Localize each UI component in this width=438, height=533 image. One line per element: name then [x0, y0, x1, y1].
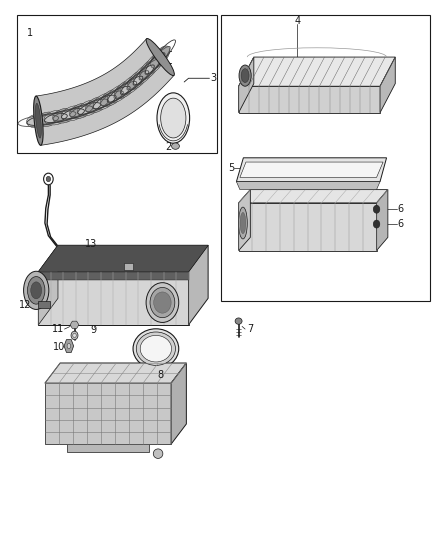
Ellipse shape — [61, 106, 85, 121]
Text: 1: 1 — [27, 28, 33, 38]
Text: 13: 13 — [85, 239, 97, 249]
Polygon shape — [380, 57, 395, 113]
Ellipse shape — [71, 331, 78, 340]
Polygon shape — [39, 272, 188, 280]
Ellipse shape — [239, 207, 247, 239]
Polygon shape — [70, 321, 79, 328]
Polygon shape — [39, 245, 208, 272]
Text: 9: 9 — [91, 325, 97, 335]
Polygon shape — [239, 86, 380, 113]
Ellipse shape — [157, 93, 190, 143]
Ellipse shape — [85, 96, 108, 113]
Ellipse shape — [154, 292, 171, 313]
Ellipse shape — [100, 89, 123, 107]
Ellipse shape — [145, 52, 164, 74]
Text: 10: 10 — [53, 342, 65, 352]
Ellipse shape — [24, 271, 49, 310]
Bar — [17, 14, 217, 152]
Polygon shape — [188, 245, 208, 325]
Polygon shape — [171, 363, 186, 444]
Text: 7: 7 — [247, 324, 254, 334]
Ellipse shape — [121, 75, 142, 94]
Polygon shape — [239, 190, 251, 251]
Ellipse shape — [53, 108, 76, 123]
Ellipse shape — [136, 332, 176, 366]
Text: 4: 4 — [294, 16, 300, 26]
Polygon shape — [239, 57, 254, 113]
Text: 11: 11 — [52, 324, 64, 334]
Ellipse shape — [172, 143, 180, 149]
Ellipse shape — [373, 220, 380, 228]
Ellipse shape — [107, 84, 129, 103]
Ellipse shape — [67, 343, 71, 349]
Polygon shape — [239, 57, 395, 86]
Ellipse shape — [34, 96, 43, 146]
Ellipse shape — [73, 333, 76, 337]
Polygon shape — [237, 182, 380, 190]
Ellipse shape — [241, 69, 249, 83]
Ellipse shape — [373, 205, 380, 213]
Polygon shape — [239, 190, 388, 203]
Polygon shape — [39, 245, 208, 272]
Ellipse shape — [150, 287, 175, 318]
Ellipse shape — [239, 65, 251, 86]
Text: 2: 2 — [165, 142, 171, 152]
Bar — [38, 302, 49, 309]
Polygon shape — [45, 383, 171, 444]
Ellipse shape — [44, 110, 68, 125]
Ellipse shape — [35, 112, 59, 126]
Ellipse shape — [133, 329, 179, 368]
Polygon shape — [64, 340, 74, 352]
Ellipse shape — [161, 98, 186, 138]
Ellipse shape — [146, 282, 179, 322]
Ellipse shape — [139, 58, 159, 79]
Ellipse shape — [31, 282, 42, 299]
Ellipse shape — [28, 277, 45, 304]
Text: 6: 6 — [397, 204, 403, 214]
Polygon shape — [67, 444, 149, 452]
Polygon shape — [39, 272, 188, 325]
Text: 12: 12 — [19, 300, 32, 310]
Ellipse shape — [151, 46, 170, 68]
Text: 3: 3 — [211, 73, 217, 83]
Text: 8: 8 — [157, 370, 163, 380]
Ellipse shape — [93, 93, 116, 110]
Polygon shape — [239, 203, 377, 251]
Ellipse shape — [124, 263, 133, 270]
Polygon shape — [237, 158, 387, 182]
Bar — [124, 263, 133, 270]
Ellipse shape — [78, 100, 101, 116]
Ellipse shape — [133, 64, 153, 85]
Polygon shape — [45, 363, 186, 383]
Ellipse shape — [26, 114, 50, 128]
Polygon shape — [240, 162, 383, 177]
Polygon shape — [39, 245, 58, 325]
Bar — [221, 14, 430, 301]
Polygon shape — [36, 39, 174, 146]
Ellipse shape — [146, 38, 174, 76]
Text: 5: 5 — [228, 164, 234, 173]
Ellipse shape — [127, 69, 148, 90]
Ellipse shape — [235, 318, 242, 324]
Ellipse shape — [46, 176, 50, 182]
Ellipse shape — [140, 335, 172, 362]
Text: 6: 6 — [397, 219, 403, 229]
Ellipse shape — [153, 449, 163, 458]
Ellipse shape — [70, 103, 93, 119]
Ellipse shape — [240, 213, 246, 233]
Ellipse shape — [35, 103, 41, 138]
Ellipse shape — [114, 80, 136, 99]
Polygon shape — [377, 190, 388, 251]
